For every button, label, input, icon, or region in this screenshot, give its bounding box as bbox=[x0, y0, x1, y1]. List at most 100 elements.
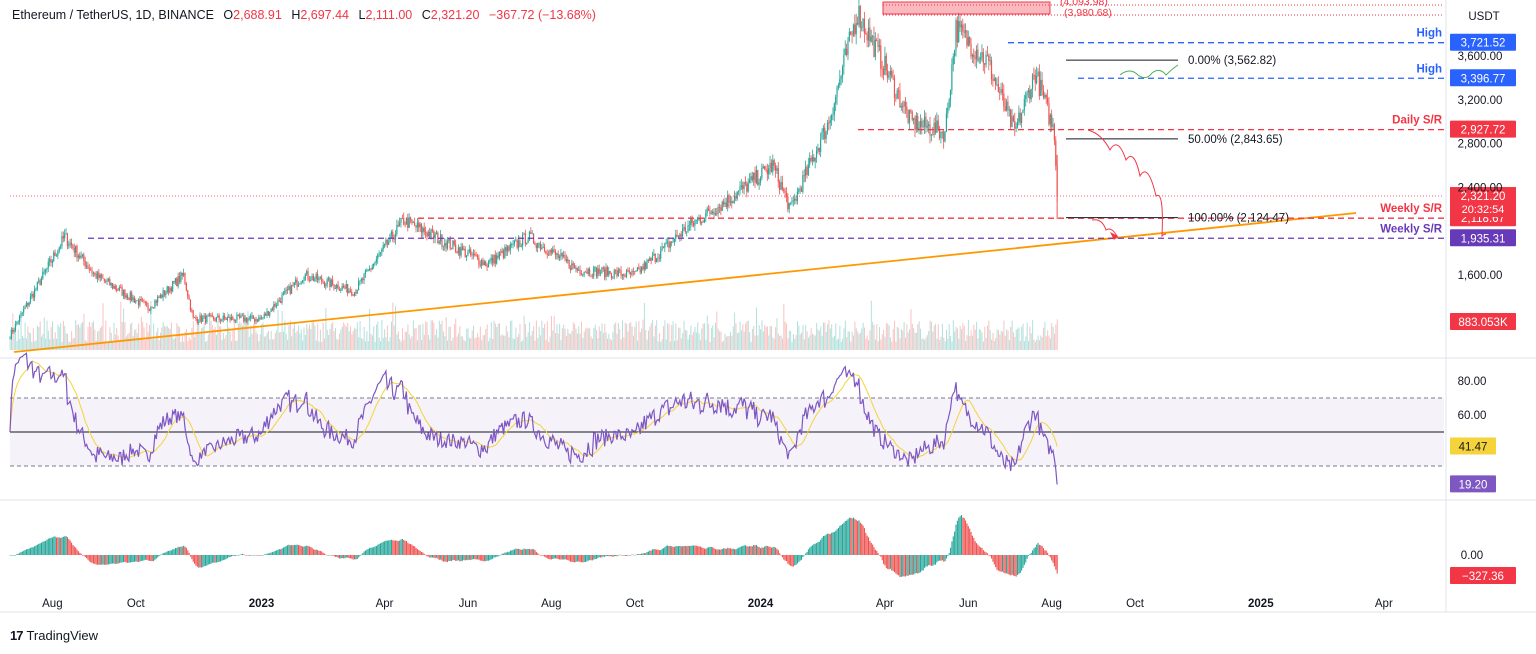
ao-bar bbox=[660, 550, 662, 555]
ao-bar bbox=[974, 541, 976, 555]
candle-body bbox=[593, 267, 595, 277]
candle-body bbox=[789, 202, 792, 204]
candle-body bbox=[951, 64, 953, 91]
ao-bar bbox=[397, 540, 399, 555]
candle-body bbox=[352, 295, 354, 297]
candle-body bbox=[374, 261, 376, 264]
candle-body bbox=[589, 269, 591, 275]
volume-bar bbox=[195, 332, 197, 350]
candle-body bbox=[202, 317, 204, 322]
ao-bar bbox=[1047, 552, 1049, 555]
volume-bar bbox=[578, 326, 580, 350]
ao-bar bbox=[422, 552, 424, 555]
candle-body bbox=[110, 283, 112, 286]
ao-bar bbox=[852, 517, 855, 555]
candle-body bbox=[993, 78, 995, 81]
volume-bar bbox=[766, 326, 768, 350]
candle-body bbox=[911, 111, 913, 120]
volume-bar bbox=[373, 326, 375, 350]
volume-bar bbox=[411, 335, 413, 350]
candle-body bbox=[293, 282, 295, 286]
ao-bar bbox=[794, 555, 796, 566]
volume-bar bbox=[102, 303, 104, 350]
ao-bar bbox=[612, 555, 614, 557]
candle-body bbox=[94, 272, 96, 274]
volume-bar bbox=[56, 338, 58, 350]
volume-bar bbox=[71, 331, 73, 350]
volume-bar bbox=[98, 330, 100, 350]
volume-bar bbox=[485, 329, 487, 350]
volume-bar bbox=[142, 321, 144, 350]
ao-bar bbox=[328, 554, 330, 556]
candle-body bbox=[21, 312, 23, 314]
ao-bar bbox=[479, 555, 481, 561]
volume-bar bbox=[311, 322, 313, 350]
candle-body bbox=[814, 157, 816, 162]
ao-bar bbox=[359, 555, 361, 556]
candle-body bbox=[1012, 116, 1014, 121]
volume-bar bbox=[41, 336, 43, 350]
candle-body bbox=[1020, 112, 1023, 123]
volume-bar bbox=[634, 326, 636, 350]
candle-body bbox=[422, 227, 424, 233]
volume-bar bbox=[831, 324, 833, 350]
candle-body bbox=[420, 223, 423, 233]
symbol-title[interactable]: Ethereum / TetherUS, 1D, BINANCE bbox=[12, 8, 214, 22]
candle-body bbox=[707, 208, 710, 211]
volume-bar bbox=[330, 324, 332, 350]
volume-bar bbox=[701, 328, 703, 350]
ao-bar bbox=[895, 555, 897, 574]
ao-bar bbox=[32, 547, 34, 555]
candle-body bbox=[1038, 71, 1040, 97]
volume-bar bbox=[850, 341, 852, 350]
price-axis-tick: 2,400.00 bbox=[1458, 182, 1503, 194]
candle-body bbox=[768, 168, 770, 175]
volume-bar bbox=[475, 337, 477, 350]
volume-bar bbox=[65, 333, 67, 350]
candle-body bbox=[1000, 89, 1002, 93]
volume-bar bbox=[72, 338, 74, 350]
ao-bar bbox=[828, 533, 830, 555]
ao-bar bbox=[1016, 555, 1019, 576]
volume-bar bbox=[776, 318, 778, 350]
volume-bar bbox=[343, 322, 345, 350]
volume-bar bbox=[214, 326, 216, 350]
candle-body bbox=[783, 188, 785, 191]
volume-bar bbox=[727, 336, 729, 350]
ao-bar bbox=[31, 547, 33, 555]
ao-bar bbox=[954, 531, 956, 555]
ao-bar bbox=[281, 548, 283, 555]
candle-body bbox=[773, 160, 775, 166]
volume-bar bbox=[287, 339, 289, 350]
volume-bar bbox=[42, 333, 44, 350]
volume-bar bbox=[73, 337, 75, 350]
ao-bar bbox=[560, 555, 562, 560]
ao-bar bbox=[613, 555, 615, 557]
candle-body bbox=[1040, 79, 1042, 97]
ao-bar bbox=[610, 555, 613, 557]
tradingview-logo[interactable]: 17 TradingView bbox=[10, 628, 98, 643]
volume-bar bbox=[939, 340, 941, 350]
candle-body bbox=[1007, 101, 1009, 111]
ao-bar bbox=[276, 550, 278, 555]
candle-body bbox=[750, 176, 752, 180]
candle-body bbox=[606, 266, 608, 276]
candle-body bbox=[579, 269, 581, 274]
volume-bar bbox=[709, 341, 711, 350]
candle-body bbox=[843, 55, 845, 67]
candle-body bbox=[586, 271, 588, 274]
volume-bar bbox=[202, 327, 204, 350]
candle-body bbox=[583, 271, 585, 275]
ao-bar bbox=[569, 555, 572, 562]
ao-bar bbox=[340, 555, 342, 559]
candle-body bbox=[308, 279, 310, 281]
ao-bar bbox=[265, 554, 267, 555]
volume-bar bbox=[579, 333, 581, 350]
volume-bar bbox=[596, 329, 598, 350]
volume-bar bbox=[415, 328, 417, 350]
volume-bar bbox=[669, 341, 671, 350]
candle-body bbox=[34, 289, 36, 298]
ao-bar bbox=[218, 555, 220, 562]
ao-bar bbox=[94, 555, 96, 564]
